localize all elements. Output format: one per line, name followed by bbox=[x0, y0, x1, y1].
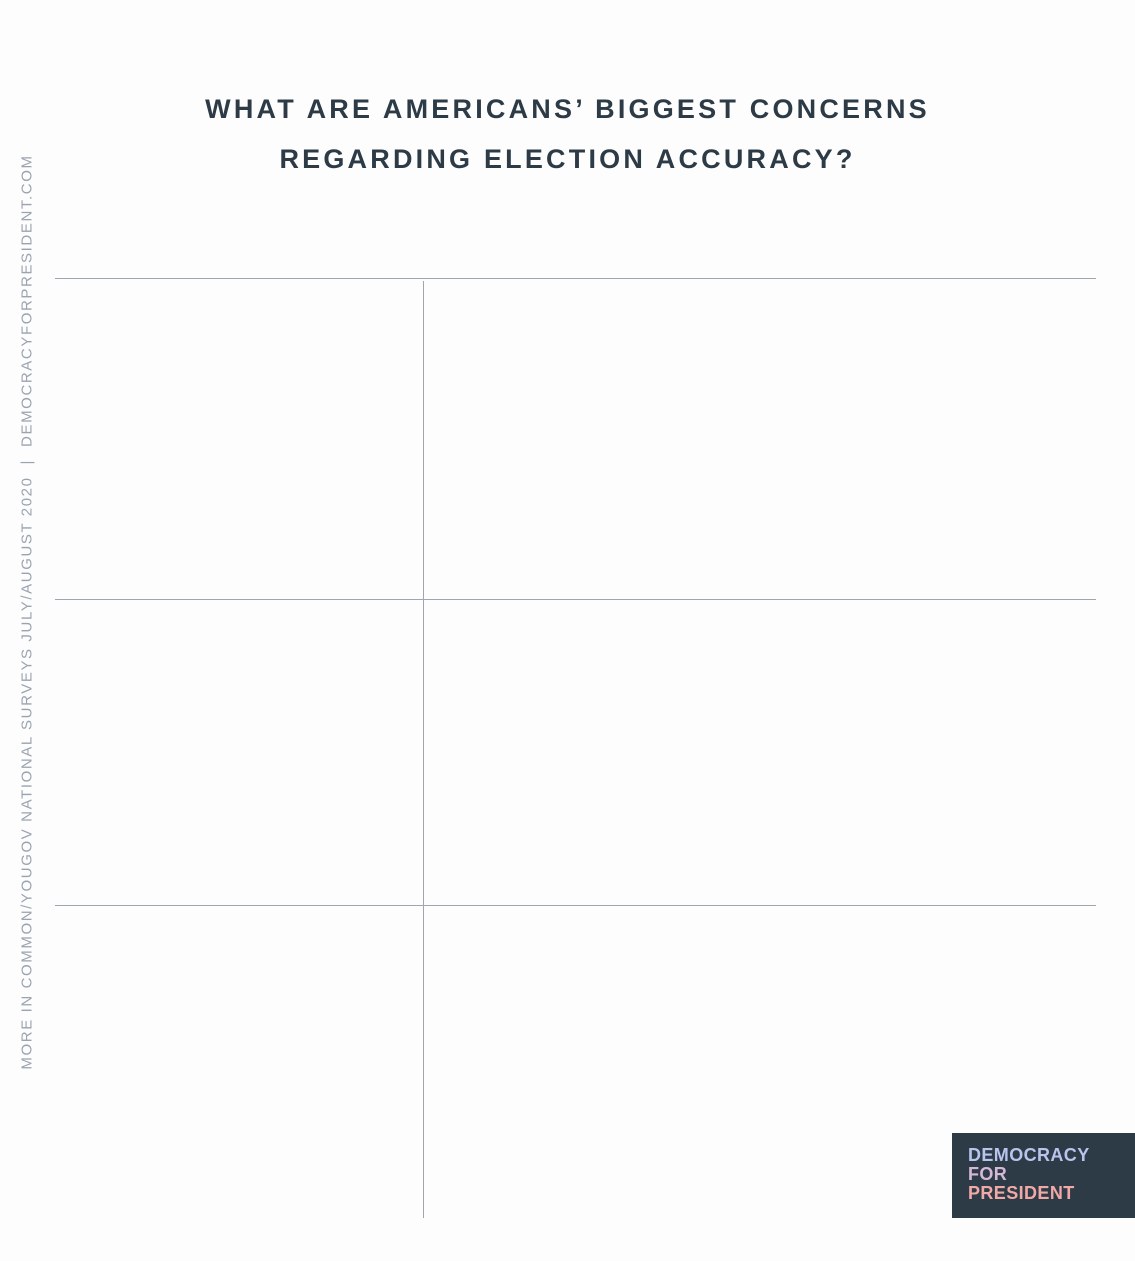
caption-separator: | bbox=[18, 458, 36, 465]
title-line-2: REGARDING ELECTION ACCURACY? bbox=[279, 144, 856, 174]
title-line-1: WHAT ARE AMERICANS’ BIGGEST CONCERNS bbox=[205, 94, 930, 124]
grid-rule-lower bbox=[55, 905, 1096, 906]
logo-word-democracy: DEMOCRACY bbox=[968, 1145, 1090, 1165]
source-caption: MORE IN COMMON/YOUGOV NATIONAL SURVEYS J… bbox=[18, 476, 36, 1070]
logo-word-president: PRESIDENT bbox=[968, 1183, 1075, 1203]
page-title: WHAT ARE AMERICANS’ BIGGEST CONCERNS REG… bbox=[0, 84, 1135, 184]
grid-column-divider bbox=[423, 281, 424, 1218]
side-caption: MORE IN COMMON/YOUGOV NATIONAL SURVEYS J… bbox=[19, 154, 36, 1069]
grid-rule-middle bbox=[55, 599, 1096, 600]
logo-word-for: FOR bbox=[968, 1164, 1008, 1184]
brand-logo: DEMOCRACY FOR PRESIDENT bbox=[952, 1133, 1135, 1218]
grid-rule-top bbox=[55, 278, 1096, 279]
website-caption: DEMOCRACYFORPRESIDENT.COM bbox=[18, 154, 36, 447]
